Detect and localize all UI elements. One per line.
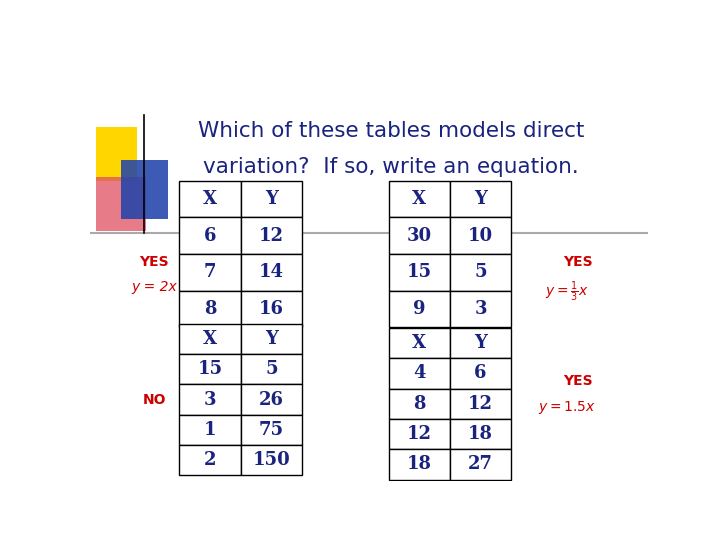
Bar bbox=[450, 419, 511, 449]
Text: Y: Y bbox=[265, 330, 278, 348]
Bar bbox=[240, 445, 302, 475]
Text: 12: 12 bbox=[259, 227, 284, 245]
Text: YES: YES bbox=[140, 255, 169, 269]
Bar bbox=[389, 358, 450, 388]
Bar bbox=[389, 181, 450, 218]
Bar bbox=[389, 388, 450, 419]
Bar bbox=[179, 218, 240, 254]
Bar bbox=[389, 328, 450, 358]
Text: 5: 5 bbox=[474, 264, 487, 281]
Text: 12: 12 bbox=[407, 425, 432, 443]
Text: 18: 18 bbox=[407, 455, 432, 474]
Text: 150: 150 bbox=[253, 451, 290, 469]
Bar bbox=[179, 384, 240, 415]
Text: 15: 15 bbox=[407, 264, 432, 281]
Bar bbox=[179, 445, 240, 475]
Text: 8: 8 bbox=[204, 300, 216, 318]
Bar bbox=[96, 177, 145, 231]
Bar bbox=[179, 181, 240, 218]
Text: 6: 6 bbox=[474, 364, 487, 382]
Bar bbox=[179, 323, 240, 354]
Text: X: X bbox=[203, 190, 217, 208]
Bar bbox=[450, 254, 511, 291]
Text: Y: Y bbox=[474, 334, 487, 352]
Text: 3: 3 bbox=[474, 300, 487, 318]
Text: 7: 7 bbox=[204, 264, 216, 281]
Bar bbox=[240, 384, 302, 415]
Bar bbox=[389, 291, 450, 327]
Text: 16: 16 bbox=[259, 300, 284, 318]
Text: 1: 1 bbox=[204, 421, 216, 439]
Text: 15: 15 bbox=[197, 360, 222, 378]
Bar bbox=[389, 254, 450, 291]
Text: 3: 3 bbox=[204, 390, 216, 409]
Text: NO: NO bbox=[143, 393, 166, 407]
Bar bbox=[179, 291, 240, 327]
Text: 26: 26 bbox=[259, 390, 284, 409]
Text: $y = \frac{1}{3}x$: $y = \frac{1}{3}x$ bbox=[545, 279, 589, 303]
Text: X: X bbox=[412, 334, 426, 352]
Bar bbox=[240, 218, 302, 254]
Text: 2: 2 bbox=[204, 451, 216, 469]
Text: YES: YES bbox=[564, 374, 593, 388]
Text: X: X bbox=[203, 330, 217, 348]
Text: y = 2x: y = 2x bbox=[131, 280, 177, 294]
Bar bbox=[240, 323, 302, 354]
Bar bbox=[179, 415, 240, 445]
Bar bbox=[240, 181, 302, 218]
Bar bbox=[450, 328, 511, 358]
Text: 10: 10 bbox=[468, 227, 493, 245]
Text: 12: 12 bbox=[468, 395, 493, 413]
Text: 75: 75 bbox=[258, 421, 284, 439]
Text: 9: 9 bbox=[413, 300, 426, 318]
Text: YES: YES bbox=[564, 255, 593, 269]
Text: 4: 4 bbox=[413, 364, 426, 382]
Bar bbox=[389, 449, 450, 480]
Bar bbox=[450, 291, 511, 327]
Bar bbox=[240, 354, 302, 384]
Text: 6: 6 bbox=[204, 227, 216, 245]
Bar bbox=[450, 388, 511, 419]
Bar bbox=[450, 358, 511, 388]
Bar bbox=[450, 181, 511, 218]
Text: 27: 27 bbox=[468, 455, 493, 474]
Text: X: X bbox=[412, 190, 426, 208]
Text: 18: 18 bbox=[468, 425, 493, 443]
Text: 30: 30 bbox=[407, 227, 432, 245]
Bar bbox=[389, 419, 450, 449]
Bar bbox=[121, 160, 168, 219]
Bar bbox=[450, 218, 511, 254]
Bar bbox=[389, 218, 450, 254]
Text: Which of these tables models direct: Which of these tables models direct bbox=[198, 122, 585, 141]
Text: variation?  If so, write an equation.: variation? If so, write an equation. bbox=[204, 157, 579, 177]
Bar bbox=[96, 127, 138, 181]
Text: $y = 1.5x$: $y = 1.5x$ bbox=[538, 400, 596, 416]
Text: 14: 14 bbox=[259, 264, 284, 281]
Text: Y: Y bbox=[265, 190, 278, 208]
Bar bbox=[240, 291, 302, 327]
Text: 5: 5 bbox=[265, 360, 278, 378]
Bar bbox=[179, 254, 240, 291]
Bar bbox=[450, 449, 511, 480]
Text: 8: 8 bbox=[413, 395, 426, 413]
Bar bbox=[240, 415, 302, 445]
Bar bbox=[240, 254, 302, 291]
Text: Y: Y bbox=[474, 190, 487, 208]
Bar bbox=[179, 354, 240, 384]
